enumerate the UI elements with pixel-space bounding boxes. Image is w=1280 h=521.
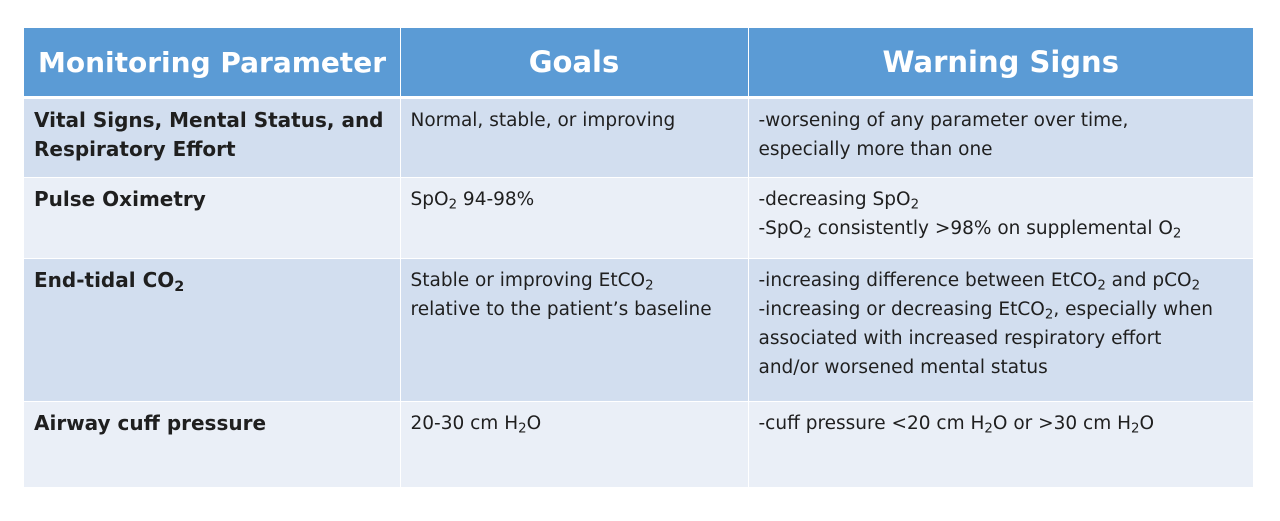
- header-monitoring-parameter: Monitoring Parameter: [24, 28, 401, 99]
- cell-line: -SpO2 consistently >98% on supplemental …: [758, 218, 1182, 242]
- cell-line: Normal, stable, or improving: [410, 110, 676, 131]
- cell-line: Airway cuff pressure: [34, 411, 267, 435]
- cell-line: -decreasing SpO2: [758, 189, 920, 213]
- table-row-end-tidal-co2: End-tidal CO2 Stable or improving EtCO2 re…: [24, 258, 1253, 402]
- subscript: 2: [803, 226, 812, 242]
- subscript: 2: [174, 279, 185, 296]
- subscript: 2: [910, 197, 920, 213]
- cell-line: SpO2 94-98%: [410, 189, 535, 213]
- cell-line: and/or worsened mental status: [758, 357, 1048, 378]
- warning-signs-cell: -cuff pressure <20 cm H2O or >30 cm H2O: [748, 401, 1253, 488]
- table-row-pulse-oximetry: Pulse Oximetry SpO2 94-98% -decreasing SpO…: [24, 177, 1253, 259]
- subscript: 2: [645, 278, 654, 294]
- goals-cell: Stable or improving EtCO2 relative to the…: [400, 258, 749, 402]
- header-goals: Goals: [400, 28, 749, 99]
- header-row: Monitoring Parameter Goals Warning Signs: [24, 28, 1253, 99]
- cell-line: -increasing difference between EtCO2 and…: [758, 270, 1201, 294]
- cell-line: Stable or improving EtCO2: [410, 270, 654, 294]
- parameter-cell: Vital Signs, Mental Status, and Respirato…: [24, 97, 401, 178]
- goals-cell: Normal, stable, or improving: [400, 97, 749, 178]
- subscript: 2: [1172, 226, 1182, 242]
- cell-line: -worsening of any parameter over time,: [758, 110, 1129, 131]
- table-row-airway-cuff-pressure: Airway cuff pressure 20-30 cm H2O -cuff pr…: [24, 401, 1253, 488]
- cell-line: Respiratory Effort: [34, 137, 236, 161]
- cell-line: 20-30 cm H2O: [410, 413, 542, 437]
- cell-line: End-tidal CO2: [34, 268, 185, 296]
- warning-signs-cell: -increasing difference between EtCO2 and…: [748, 258, 1253, 402]
- subscript: 2: [984, 421, 993, 437]
- parameter-cell: Pulse Oximetry: [24, 177, 401, 259]
- subscript: 2: [1191, 278, 1201, 294]
- warning-signs-cell: -decreasing SpO2 -SpO2 consistently >98% …: [748, 177, 1253, 259]
- subscript: 2: [448, 197, 458, 213]
- subscript: 2: [1097, 278, 1106, 294]
- subscript: 2: [1131, 421, 1140, 437]
- table-row-vital-signs: Vital Signs, Mental Status, and Respirato…: [24, 97, 1253, 178]
- header-warning-signs: Warning Signs: [748, 28, 1253, 99]
- subscript: 2: [1044, 307, 1054, 323]
- parameter-cell: Airway cuff pressure: [24, 401, 401, 488]
- cell-line: Pulse Oximetry: [34, 187, 206, 211]
- cell-line: especially more than one: [758, 139, 993, 160]
- cell-line: Vital Signs, Mental Status, and: [34, 108, 384, 132]
- cell-line: -increasing or decreasing EtCO2, especia…: [758, 299, 1213, 323]
- cell-line: associated with increased respiratory ef…: [758, 328, 1162, 349]
- subscript: 2: [518, 421, 527, 437]
- goals-cell: SpO2 94-98%: [400, 177, 749, 259]
- goals-cell: 20-30 cm H2O: [400, 401, 749, 488]
- warning-signs-cell: -worsening of any parameter over time, es…: [748, 97, 1253, 178]
- monitoring-table: Monitoring Parameter Goals Warning Signs…: [24, 28, 1253, 488]
- cell-line: -cuff pressure <20 cm H2O or >30 cm H2O: [758, 413, 1155, 437]
- parameter-cell: End-tidal CO2: [24, 258, 401, 402]
- cell-line: relative to the patient’s baseline: [410, 299, 712, 320]
